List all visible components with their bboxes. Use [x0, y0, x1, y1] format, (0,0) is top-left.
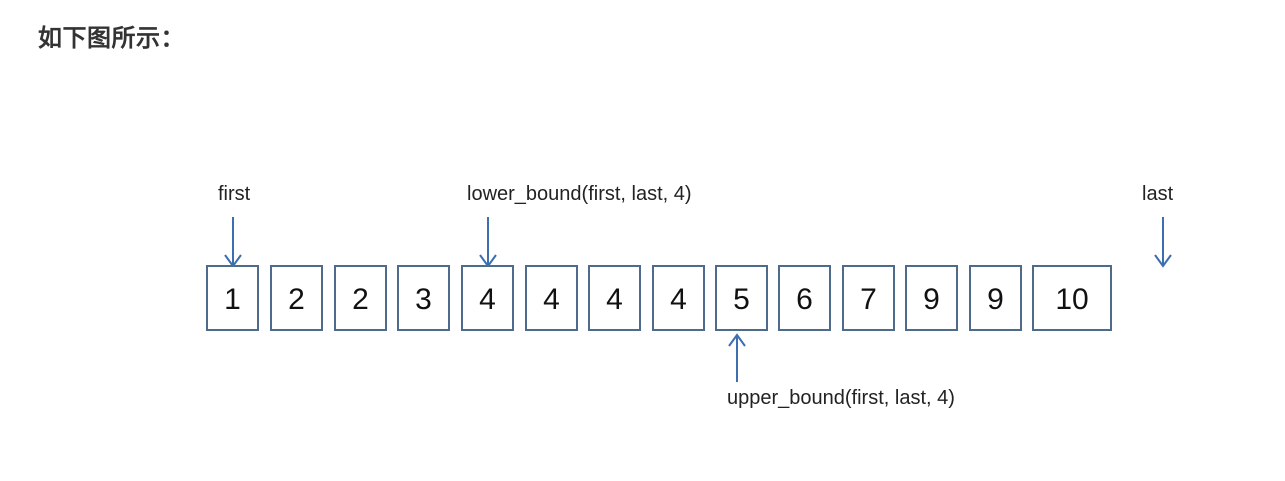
array-cell-value: 5: [733, 283, 750, 316]
array-cell-box: [715, 265, 768, 331]
array-cell: 10: [1032, 265, 1112, 331]
array-cell-box: [525, 265, 578, 331]
array-cell: 1: [206, 265, 259, 331]
array-cell: 3: [397, 265, 450, 331]
page-heading: 如下图所示：: [38, 24, 185, 52]
lower-bound-label: lower_bound(first, last, 4): [467, 183, 692, 205]
array-cell-box: [588, 265, 641, 331]
array-cell-value: 2: [288, 283, 305, 316]
first-label: first: [218, 183, 251, 205]
array-cell-box: [842, 265, 895, 331]
array-cell-box: [652, 265, 705, 331]
array-cell-box: [1032, 265, 1112, 331]
upper-bound-label: upper_bound(first, last, 4): [727, 387, 955, 409]
array-cell: 7: [842, 265, 895, 331]
first-arrow: [224, 217, 242, 268]
array-cell-box: [270, 265, 323, 331]
array-cell-value: 6: [796, 283, 813, 316]
array-cell-value: 4: [543, 283, 560, 316]
last-label: last: [1142, 183, 1174, 205]
array-cells: 1 2 2 3 4 4 4 4 5 6 7 9 9 10: [206, 265, 1112, 331]
array-cell-box: [778, 265, 831, 331]
array-cell-box: [206, 265, 259, 331]
array-cell: 2: [270, 265, 323, 331]
array-cell: 5: [715, 265, 768, 331]
array-cell: 9: [905, 265, 958, 331]
array-cell-box: [397, 265, 450, 331]
last-arrow: [1154, 217, 1172, 268]
array-cell-value: 1: [224, 283, 241, 316]
array-cell-value: 9: [987, 283, 1004, 316]
array-cell: 2: [334, 265, 387, 331]
array-cell-value: 4: [670, 283, 687, 316]
array-cell-value: 7: [860, 283, 877, 316]
array-cell-box: [905, 265, 958, 331]
array-cell-box: [969, 265, 1022, 331]
array-cell-value: 4: [606, 283, 623, 316]
array-cell-value: 3: [415, 283, 432, 316]
array-cell-value: 10: [1055, 283, 1088, 316]
lower-bound-arrow: [479, 217, 497, 268]
upper-bound-arrow: [728, 333, 746, 382]
array-cell: 9: [969, 265, 1022, 331]
array-cell-value: 4: [479, 283, 496, 316]
array-cell: 4: [588, 265, 641, 331]
array-cell-box: [461, 265, 514, 331]
array-cell-box: [334, 265, 387, 331]
array-cell: 4: [525, 265, 578, 331]
array-cell-value: 9: [923, 283, 940, 316]
array-cell: 4: [461, 265, 514, 331]
array-cell: 4: [652, 265, 705, 331]
array-cell: 6: [778, 265, 831, 331]
array-cell-value: 2: [352, 283, 369, 316]
